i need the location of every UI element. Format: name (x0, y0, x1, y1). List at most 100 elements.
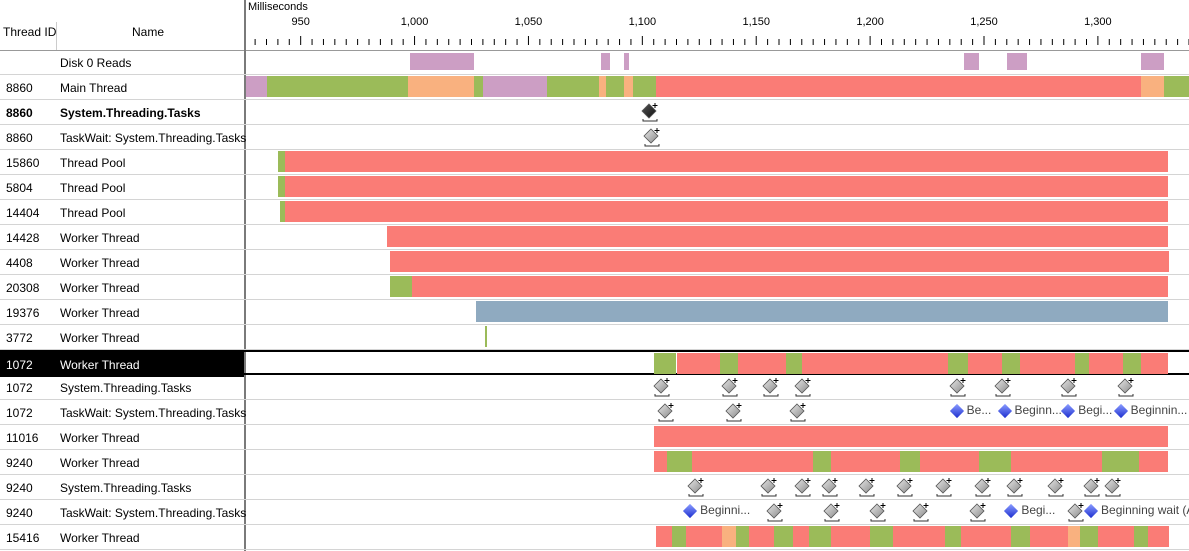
timeline-track[interactable] (246, 475, 1189, 499)
executing-segment[interactable] (1163, 76, 1189, 97)
time-ruler[interactable]: Milliseconds 950 1,000 1,050 1,100 1,150 1,20… (246, 0, 1189, 51)
io-segment[interactable] (410, 53, 474, 70)
synchronization-segment[interactable] (653, 426, 1169, 447)
wait-event-marker[interactable]: Beginnin... (1113, 403, 1187, 421)
synchronization-segment[interactable] (1138, 451, 1169, 472)
synchronization-segment[interactable] (1148, 526, 1169, 547)
synchronization-segment[interactable] (792, 526, 809, 547)
synchronization-segment[interactable] (389, 251, 1169, 272)
io-segment[interactable] (624, 53, 629, 70)
task-marker-icon[interactable] (948, 377, 966, 397)
executing-segment[interactable] (899, 451, 921, 472)
task-marker-icon[interactable] (911, 502, 929, 522)
thread-row[interactable]: 14428 Worker Thread (0, 225, 1189, 250)
pane-splitter[interactable] (244, 0, 246, 551)
task-marker-icon[interactable] (761, 377, 779, 397)
task-marker-icon[interactable] (1103, 477, 1121, 497)
name-column-header[interactable]: Name (132, 25, 165, 39)
task-marker-icon[interactable] (640, 102, 658, 122)
task-marker-icon[interactable] (1059, 377, 1077, 397)
task-marker-icon[interactable] (765, 502, 783, 522)
task-marker-icon[interactable] (1046, 477, 1064, 497)
executing-segment[interactable] (735, 526, 750, 547)
synchronization-segment[interactable] (1097, 526, 1135, 547)
timeline-track[interactable] (246, 425, 1189, 449)
executing-segment[interactable] (473, 76, 483, 97)
sleep-segment[interactable] (599, 76, 606, 97)
thread-id-column-header[interactable]: Thread ID (3, 25, 57, 39)
sleep-segment[interactable] (407, 76, 474, 97)
executing-segment[interactable] (277, 151, 285, 172)
synchronization-segment[interactable] (961, 526, 1012, 547)
executing-segment[interactable] (389, 276, 413, 297)
task-marker-icon[interactable] (820, 477, 838, 497)
thread-row[interactable]: 15860 Thread Pool (0, 150, 1189, 175)
timeline-track[interactable]: Beginni... Begi... Beginning wait (A... (246, 500, 1189, 524)
executing-segment[interactable] (1011, 526, 1030, 547)
synchronization-segment[interactable] (656, 526, 672, 547)
thread-row[interactable]: 1072 TaskWait: System.Threading.Tasks Be..… (0, 400, 1189, 425)
synchronization-segment[interactable] (1011, 451, 1103, 472)
task-marker-icon[interactable] (1066, 502, 1084, 522)
synchronization-segment[interactable] (284, 176, 1169, 197)
thread-row[interactable]: 9240 TaskWait: System.Threading.Tasks Begi… (0, 500, 1189, 525)
sleep-segment[interactable] (1068, 526, 1080, 547)
thread-row[interactable]: 20308 Worker Thread (0, 275, 1189, 300)
thread-row[interactable]: 1072 System.Threading.Tasks (0, 375, 1189, 400)
synchronization-segment[interactable] (749, 526, 775, 547)
task-marker-icon[interactable] (686, 477, 704, 497)
executing-segment[interactable] (979, 451, 1012, 472)
synchronization-segment[interactable] (968, 353, 1003, 374)
synchronization-segment[interactable] (1141, 353, 1169, 374)
thread-row[interactable]: 11016 Worker Thread (0, 425, 1189, 450)
executing-segment[interactable] (870, 526, 893, 547)
synchronization-segment[interactable] (801, 353, 948, 374)
task-marker-icon[interactable] (759, 477, 777, 497)
sleep-segment[interactable] (624, 76, 634, 97)
synchronization-segment[interactable] (1088, 353, 1123, 374)
synchronization-segment[interactable] (284, 201, 1169, 222)
synchronization-segment[interactable] (412, 276, 1169, 297)
synchronization-segment[interactable] (738, 353, 786, 374)
task-marker-icon[interactable] (652, 377, 670, 397)
executing-segment[interactable] (277, 176, 285, 197)
timeline-track[interactable] (246, 225, 1189, 249)
executing-segment[interactable] (947, 353, 969, 374)
sleep-segment[interactable] (1141, 76, 1164, 97)
timeline-track[interactable] (246, 100, 1189, 124)
synchronization-segment[interactable] (653, 451, 668, 472)
timeline-track[interactable] (246, 525, 1189, 549)
task-marker-icon[interactable] (642, 127, 660, 147)
io-segment[interactable] (963, 53, 980, 70)
timeline-track[interactable] (246, 352, 1189, 376)
task-marker-icon[interactable] (1082, 477, 1100, 497)
task-marker-icon[interactable] (822, 502, 840, 522)
timeline-track[interactable] (246, 375, 1189, 399)
timeline-track[interactable] (246, 150, 1189, 174)
executing-segment[interactable] (633, 76, 656, 97)
executing-segment[interactable] (1134, 526, 1148, 547)
sleep-segment[interactable] (722, 526, 736, 547)
task-marker-icon[interactable] (656, 402, 674, 422)
synchronization-segment[interactable] (676, 353, 720, 374)
task-marker-icon[interactable] (793, 377, 811, 397)
thread-row[interactable]: 8860 TaskWait: System.Threading.Tasks (0, 125, 1189, 150)
synchronization-segment[interactable] (831, 526, 871, 547)
timeline-track[interactable] (246, 250, 1189, 274)
thread-row[interactable]: 4408 Worker Thread (0, 250, 1189, 275)
timeline-track[interactable] (246, 275, 1189, 299)
thread-row[interactable]: 5804 Thread Pool (0, 175, 1189, 200)
executing-segment[interactable] (667, 451, 693, 472)
executing-segment[interactable] (1079, 526, 1098, 547)
task-marker-icon[interactable] (973, 477, 991, 497)
thread-row[interactable]: 15416 Worker Thread (0, 525, 1189, 550)
synchronization-segment[interactable] (656, 76, 1142, 97)
column-divider[interactable] (56, 22, 57, 50)
timeline-track[interactable] (246, 450, 1189, 474)
executing-segment[interactable] (605, 76, 625, 97)
wait-event-marker[interactable]: Beginn... (997, 403, 1062, 421)
task-marker-icon[interactable] (993, 377, 1011, 397)
executing-segment[interactable] (1122, 353, 1142, 374)
thread-row[interactable]: 8860 Main Thread (0, 75, 1189, 100)
timeline-track[interactable] (246, 175, 1189, 199)
